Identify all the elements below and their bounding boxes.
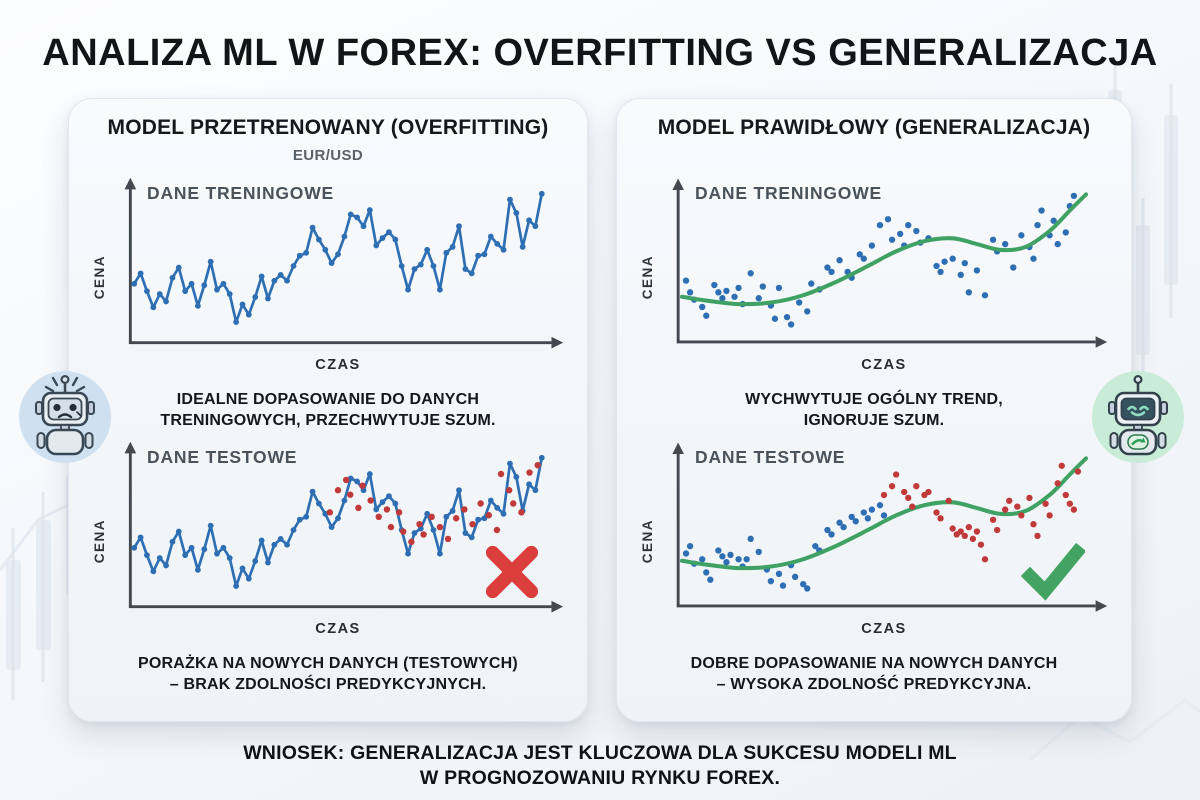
caption-general-test: DOBRE DOPASOWANIE NA NOWYCH DANYCH – WYS…: [690, 655, 1058, 693]
y-axis-label: CENA: [91, 518, 107, 564]
check-mark-icon: [1021, 543, 1085, 601]
series-label-test: DANE TESTOWE: [147, 447, 298, 467]
panel-generalization-title: MODEL PRAWIDŁOWY (GENERALIZACJA): [657, 116, 1091, 139]
x-axis-label: CZAS: [315, 621, 361, 637]
caption-overfit-training: IDEALNE DOPASOWANIE DO DANYCH TRENINGOWY…: [160, 391, 496, 429]
x-axis-label: CZAS: [861, 621, 907, 637]
chart-general-test: CENA CZAS DANE TESTOWE: [637, 439, 1111, 643]
series-label-training: DANE TRENINGOWE: [695, 183, 882, 203]
x-axis-label: CZAS: [315, 357, 361, 373]
x-mark-icon: [485, 545, 539, 599]
chart-overfit-training: CENA CZAS DANE TRENINGOWE: [89, 175, 567, 379]
plot-overfit-test: [109, 439, 567, 621]
plot-general-training: [657, 175, 1111, 357]
chart-overfit-test: CENA CZAS DANE TESTOWE: [89, 439, 567, 643]
plot-general-test: [657, 439, 1111, 621]
series-label-test: DANE TESTOWE: [695, 447, 846, 467]
x-axis-label: CZAS: [861, 357, 907, 373]
chart-general-training: CENA CZAS DANE TRENINGOWE: [637, 175, 1111, 379]
panel-generalization: MODEL PRAWIDŁOWY (GENERALIZACJA) CENA CZ…: [616, 98, 1132, 722]
currency-pair-label: EUR/USD: [292, 147, 364, 164]
page-title: ANALIZA ML W FOREX: OVERFITTING VS GENER…: [42, 32, 1158, 74]
conclusion-text: WNIOSEK: GENERALIZACJA JEST KLUCZOWA DLA…: [243, 742, 957, 789]
caption-general-training: WYCHWYTUJE OGÓLNY TREND, IGNORUJE SZUM.: [745, 391, 1003, 429]
happy-robot-icon: [1092, 371, 1184, 463]
panel-overfitting: MODEL PRZETRENOWANY (OVERFITTING) EUR/US…: [68, 98, 588, 722]
sad-robot-icon: [19, 371, 111, 463]
plot-overfit-training: [109, 175, 567, 357]
y-axis-label: CENA: [91, 254, 107, 300]
panel-overfitting-title: MODEL PRZETRENOWANY (OVERFITTING): [107, 116, 549, 139]
y-axis-label: CENA: [639, 254, 655, 300]
series-label-training: DANE TRENINGOWE: [147, 183, 334, 203]
y-axis-label: CENA: [639, 518, 655, 564]
caption-overfit-test: PORAŻKA NA NOWYCH DANYCH (TESTOWYCH) – B…: [138, 655, 518, 693]
spacer-label: [637, 147, 1111, 169]
